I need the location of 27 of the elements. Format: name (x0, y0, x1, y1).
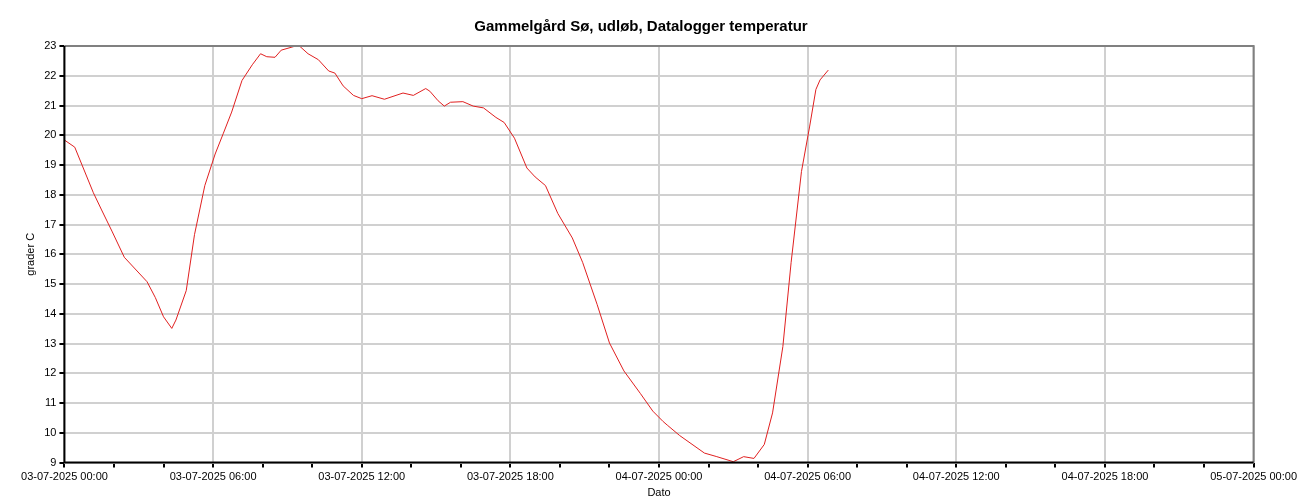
y-tick-label: 20 (44, 128, 57, 141)
x-tick-label: 04-07-2025 06:00 (764, 470, 852, 483)
y-tick-label: 12 (44, 366, 57, 379)
x-tick-label: 05-07-2025 00:00 (1210, 470, 1297, 483)
y-tick-label: 18 (44, 187, 57, 200)
y-tick-label: 15 (44, 277, 57, 290)
y-tick-label: 13 (44, 336, 57, 349)
y-tick-label: 9 (50, 455, 57, 468)
y-tick-label: 17 (44, 217, 57, 230)
x-tick-label: 03-07-2025 06:00 (169, 470, 257, 483)
y-axis-title: grader C (23, 232, 36, 276)
x-tick-label: 03-07-2025 12:00 (318, 470, 406, 483)
y-tick-label: 10 (44, 425, 57, 438)
x-axis-title: Dato (647, 486, 671, 499)
x-tick-label: 04-07-2025 12:00 (912, 470, 1000, 483)
x-tick-label: 03-07-2025 18:00 (466, 470, 554, 483)
x-tick-label: 04-07-2025 00:00 (615, 470, 703, 483)
y-tick-label: 14 (44, 306, 57, 319)
y-tick-label: 19 (44, 158, 57, 171)
y-tick-label: 21 (44, 98, 57, 111)
y-tick-label: 11 (45, 396, 57, 409)
y-tick-label: 22 (44, 68, 57, 81)
y-tick-label: 23 (44, 39, 57, 52)
y-tick-label: 16 (44, 247, 57, 260)
chart-title: Gammelgård Sø, udløb, Datalogger temperatur (474, 17, 808, 35)
x-tick-label: 04-07-2025 18:00 (1061, 470, 1149, 483)
x-tick-label: 03-07-2025 00:00 (21, 470, 108, 483)
